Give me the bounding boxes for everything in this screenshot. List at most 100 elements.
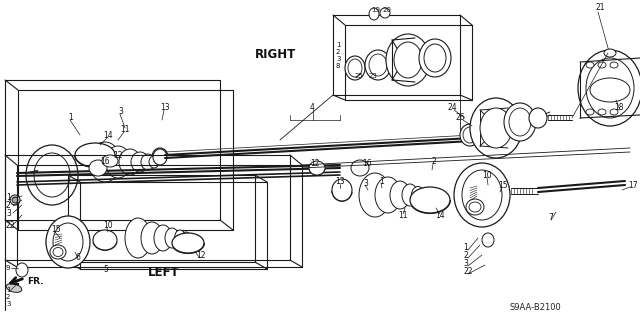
Ellipse shape [359,173,391,217]
Ellipse shape [469,202,481,212]
Text: 3: 3 [118,108,123,116]
Text: 25: 25 [355,73,364,79]
Ellipse shape [89,160,107,176]
Ellipse shape [102,155,118,167]
Text: 2: 2 [432,158,436,167]
Ellipse shape [89,142,121,182]
Ellipse shape [345,56,365,80]
Ellipse shape [419,39,451,77]
Ellipse shape [419,188,429,202]
Text: 23: 23 [369,73,378,79]
Text: 10: 10 [482,170,492,180]
Text: 12: 12 [310,159,319,167]
Text: FR.: FR. [27,278,44,286]
Ellipse shape [480,108,512,148]
Ellipse shape [460,124,480,146]
Ellipse shape [369,8,379,20]
Ellipse shape [604,49,616,57]
Text: 20: 20 [383,7,392,13]
Ellipse shape [93,230,117,250]
Ellipse shape [365,50,391,80]
Ellipse shape [125,218,151,258]
Text: 8: 8 [336,63,340,69]
Text: 12: 12 [113,151,122,160]
Text: 9: 9 [6,265,10,271]
Ellipse shape [586,58,634,118]
Ellipse shape [141,222,163,254]
Ellipse shape [26,145,78,205]
Text: 13: 13 [160,103,170,113]
Text: 13: 13 [335,177,344,187]
Ellipse shape [380,8,390,18]
Text: 22: 22 [6,220,15,229]
Ellipse shape [482,233,494,247]
Ellipse shape [424,44,446,72]
Ellipse shape [504,103,536,141]
Text: 1: 1 [379,176,384,186]
Text: 11: 11 [398,211,408,219]
Text: 2: 2 [6,202,11,211]
Ellipse shape [6,284,22,293]
Text: LEFT: LEFT [148,265,180,278]
Text: 2: 2 [463,251,468,261]
Ellipse shape [348,59,362,77]
Ellipse shape [454,163,510,227]
Text: 3: 3 [6,209,11,218]
Ellipse shape [75,143,115,167]
Text: 11: 11 [120,125,129,135]
Ellipse shape [412,187,424,204]
Ellipse shape [16,263,28,277]
Text: 21: 21 [596,4,605,12]
Ellipse shape [610,109,618,115]
Text: 14: 14 [435,211,445,219]
Text: 3: 3 [463,259,468,269]
Ellipse shape [369,54,387,76]
Ellipse shape [578,50,640,126]
Ellipse shape [141,154,155,170]
Text: 26: 26 [456,114,466,122]
Ellipse shape [175,230,186,246]
Ellipse shape [590,78,630,102]
Text: 17: 17 [628,181,637,189]
Text: 14: 14 [103,130,113,139]
Bar [333,15,460,95]
Text: 3: 3 [336,56,340,62]
Text: 1: 1 [6,287,10,293]
Ellipse shape [165,228,179,248]
Ellipse shape [394,42,422,78]
Ellipse shape [12,197,18,203]
Ellipse shape [598,62,606,68]
Ellipse shape [402,184,418,206]
Ellipse shape [375,177,401,213]
Ellipse shape [119,149,141,175]
Text: 6: 6 [75,253,80,262]
Text: 22: 22 [463,268,472,277]
Ellipse shape [410,187,450,213]
Text: 16: 16 [362,159,372,167]
Text: 10: 10 [103,220,113,229]
Ellipse shape [182,232,191,244]
Ellipse shape [50,245,66,259]
Ellipse shape [586,62,594,68]
Text: 1: 1 [336,42,340,48]
Ellipse shape [466,199,484,215]
Ellipse shape [105,146,131,178]
Ellipse shape [46,216,90,268]
Text: 3: 3 [6,301,10,307]
Ellipse shape [462,170,502,220]
Text: 12: 12 [196,251,205,261]
Ellipse shape [463,127,477,143]
Ellipse shape [131,152,149,172]
Ellipse shape [10,195,20,205]
Ellipse shape [610,62,618,68]
Text: S9AA-B2100: S9AA-B2100 [510,303,562,313]
Ellipse shape [172,233,204,253]
Ellipse shape [53,248,63,256]
Text: 16: 16 [100,158,109,167]
Text: 15: 15 [51,226,61,234]
Ellipse shape [154,225,172,251]
Ellipse shape [386,34,430,86]
Text: 15: 15 [498,181,508,189]
Ellipse shape [470,98,522,158]
Text: 2: 2 [6,294,10,300]
